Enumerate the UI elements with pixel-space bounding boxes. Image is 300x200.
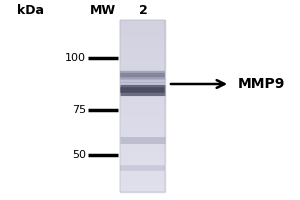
Bar <box>120 100 165 102</box>
Bar <box>120 59 165 61</box>
Bar <box>120 123 165 125</box>
Bar <box>120 63 165 65</box>
Bar <box>120 102 165 104</box>
Bar <box>120 42 165 44</box>
Bar <box>120 164 165 166</box>
Text: 75: 75 <box>72 105 86 115</box>
Bar <box>120 186 165 188</box>
Bar <box>120 147 165 149</box>
Bar <box>120 188 165 190</box>
Bar <box>120 160 165 162</box>
Bar <box>120 82 165 84</box>
Bar <box>120 74 165 76</box>
Bar <box>120 48 165 50</box>
Bar <box>120 140 165 143</box>
Bar <box>120 138 165 140</box>
Bar <box>120 20 165 22</box>
Bar <box>120 29 165 31</box>
Bar <box>120 155 165 158</box>
Bar <box>120 181 165 183</box>
Bar <box>120 183 165 186</box>
Bar <box>120 97 165 100</box>
Bar <box>120 33 165 35</box>
Bar <box>120 170 165 173</box>
Bar <box>120 134 165 136</box>
Bar <box>120 173 165 175</box>
Bar <box>120 110 165 112</box>
Text: 2: 2 <box>139 4 147 18</box>
Bar <box>120 179 165 181</box>
Bar <box>120 175 165 177</box>
Bar <box>120 104 165 106</box>
Bar <box>120 112 165 115</box>
Bar <box>120 46 165 48</box>
Bar <box>120 151 165 153</box>
Bar <box>120 80 165 82</box>
Bar <box>120 95 165 97</box>
Bar <box>120 119 165 121</box>
Bar <box>120 106 165 108</box>
Bar <box>120 61 165 63</box>
Bar <box>120 39 165 42</box>
Bar <box>120 50 165 52</box>
Bar <box>120 115 165 117</box>
Bar <box>120 78 165 80</box>
Bar <box>120 130 165 132</box>
Bar <box>120 190 165 192</box>
Bar <box>120 22 165 24</box>
Bar <box>120 136 165 138</box>
Bar <box>120 84 165 87</box>
Text: MMP9: MMP9 <box>238 77 285 91</box>
Bar <box>120 69 165 72</box>
Text: kDa: kDa <box>16 4 44 18</box>
Bar <box>120 177 165 179</box>
Bar <box>120 35 165 37</box>
Bar <box>120 31 165 33</box>
Bar <box>120 128 165 130</box>
Bar <box>120 72 165 74</box>
Bar <box>120 145 165 147</box>
Bar <box>120 158 165 160</box>
Bar <box>120 24 165 26</box>
Text: 50: 50 <box>72 150 86 160</box>
Bar <box>120 166 165 168</box>
Bar <box>120 121 165 123</box>
Text: 100: 100 <box>65 53 86 63</box>
Bar <box>120 89 165 91</box>
Text: MW: MW <box>90 4 116 18</box>
Bar <box>120 162 165 164</box>
Bar <box>120 91 165 93</box>
Bar <box>120 54 165 57</box>
Bar <box>120 153 165 155</box>
Bar <box>120 37 165 39</box>
Bar <box>120 26 165 29</box>
Bar <box>120 65 165 67</box>
Bar <box>120 67 165 69</box>
Bar <box>120 168 165 170</box>
Bar <box>120 149 165 151</box>
Bar <box>120 52 165 54</box>
Bar <box>120 117 165 119</box>
Bar <box>120 132 165 134</box>
Bar <box>120 20 165 192</box>
Bar <box>120 76 165 78</box>
Bar <box>120 44 165 46</box>
Bar <box>120 57 165 59</box>
Bar <box>120 125 165 128</box>
Bar <box>120 143 165 145</box>
Bar <box>120 93 165 95</box>
Bar <box>120 108 165 110</box>
Bar <box>120 87 165 89</box>
